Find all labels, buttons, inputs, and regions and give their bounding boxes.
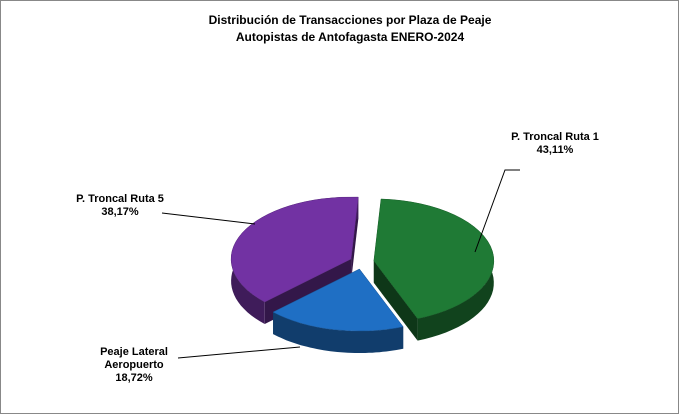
slice-wall (273, 312, 404, 353)
slice-label: P. Troncal Ruta 1 43,11% (500, 131, 610, 157)
pie (230, 196, 495, 353)
value-label: 43,11% (536, 144, 574, 156)
category-label: P. Troncal Ruta 1 (511, 131, 599, 143)
chart-subtitle: Autopistas de Antofagasta ENERO-2024 (236, 30, 465, 44)
slice (272, 268, 404, 332)
slice (373, 198, 495, 319)
leader-line (177, 346, 301, 359)
leader-line (161, 212, 256, 225)
category-label: Peaje Lateral Aeropuerto (100, 346, 168, 371)
value-label: 38,17% (101, 206, 139, 218)
chart-title: Distribución de Transacciones por Plaza … (209, 13, 492, 27)
leader-line (474, 169, 520, 253)
value-label: 18,72% (115, 372, 153, 384)
slice-label: Peaje Lateral Aeropuerto 18,72% (94, 346, 174, 385)
category-label: P. Troncal Ruta 5 (76, 193, 164, 205)
slice-side (373, 260, 418, 341)
slice (230, 196, 359, 303)
slice-label: P. Troncal Ruta 5 38,17% (65, 193, 175, 219)
